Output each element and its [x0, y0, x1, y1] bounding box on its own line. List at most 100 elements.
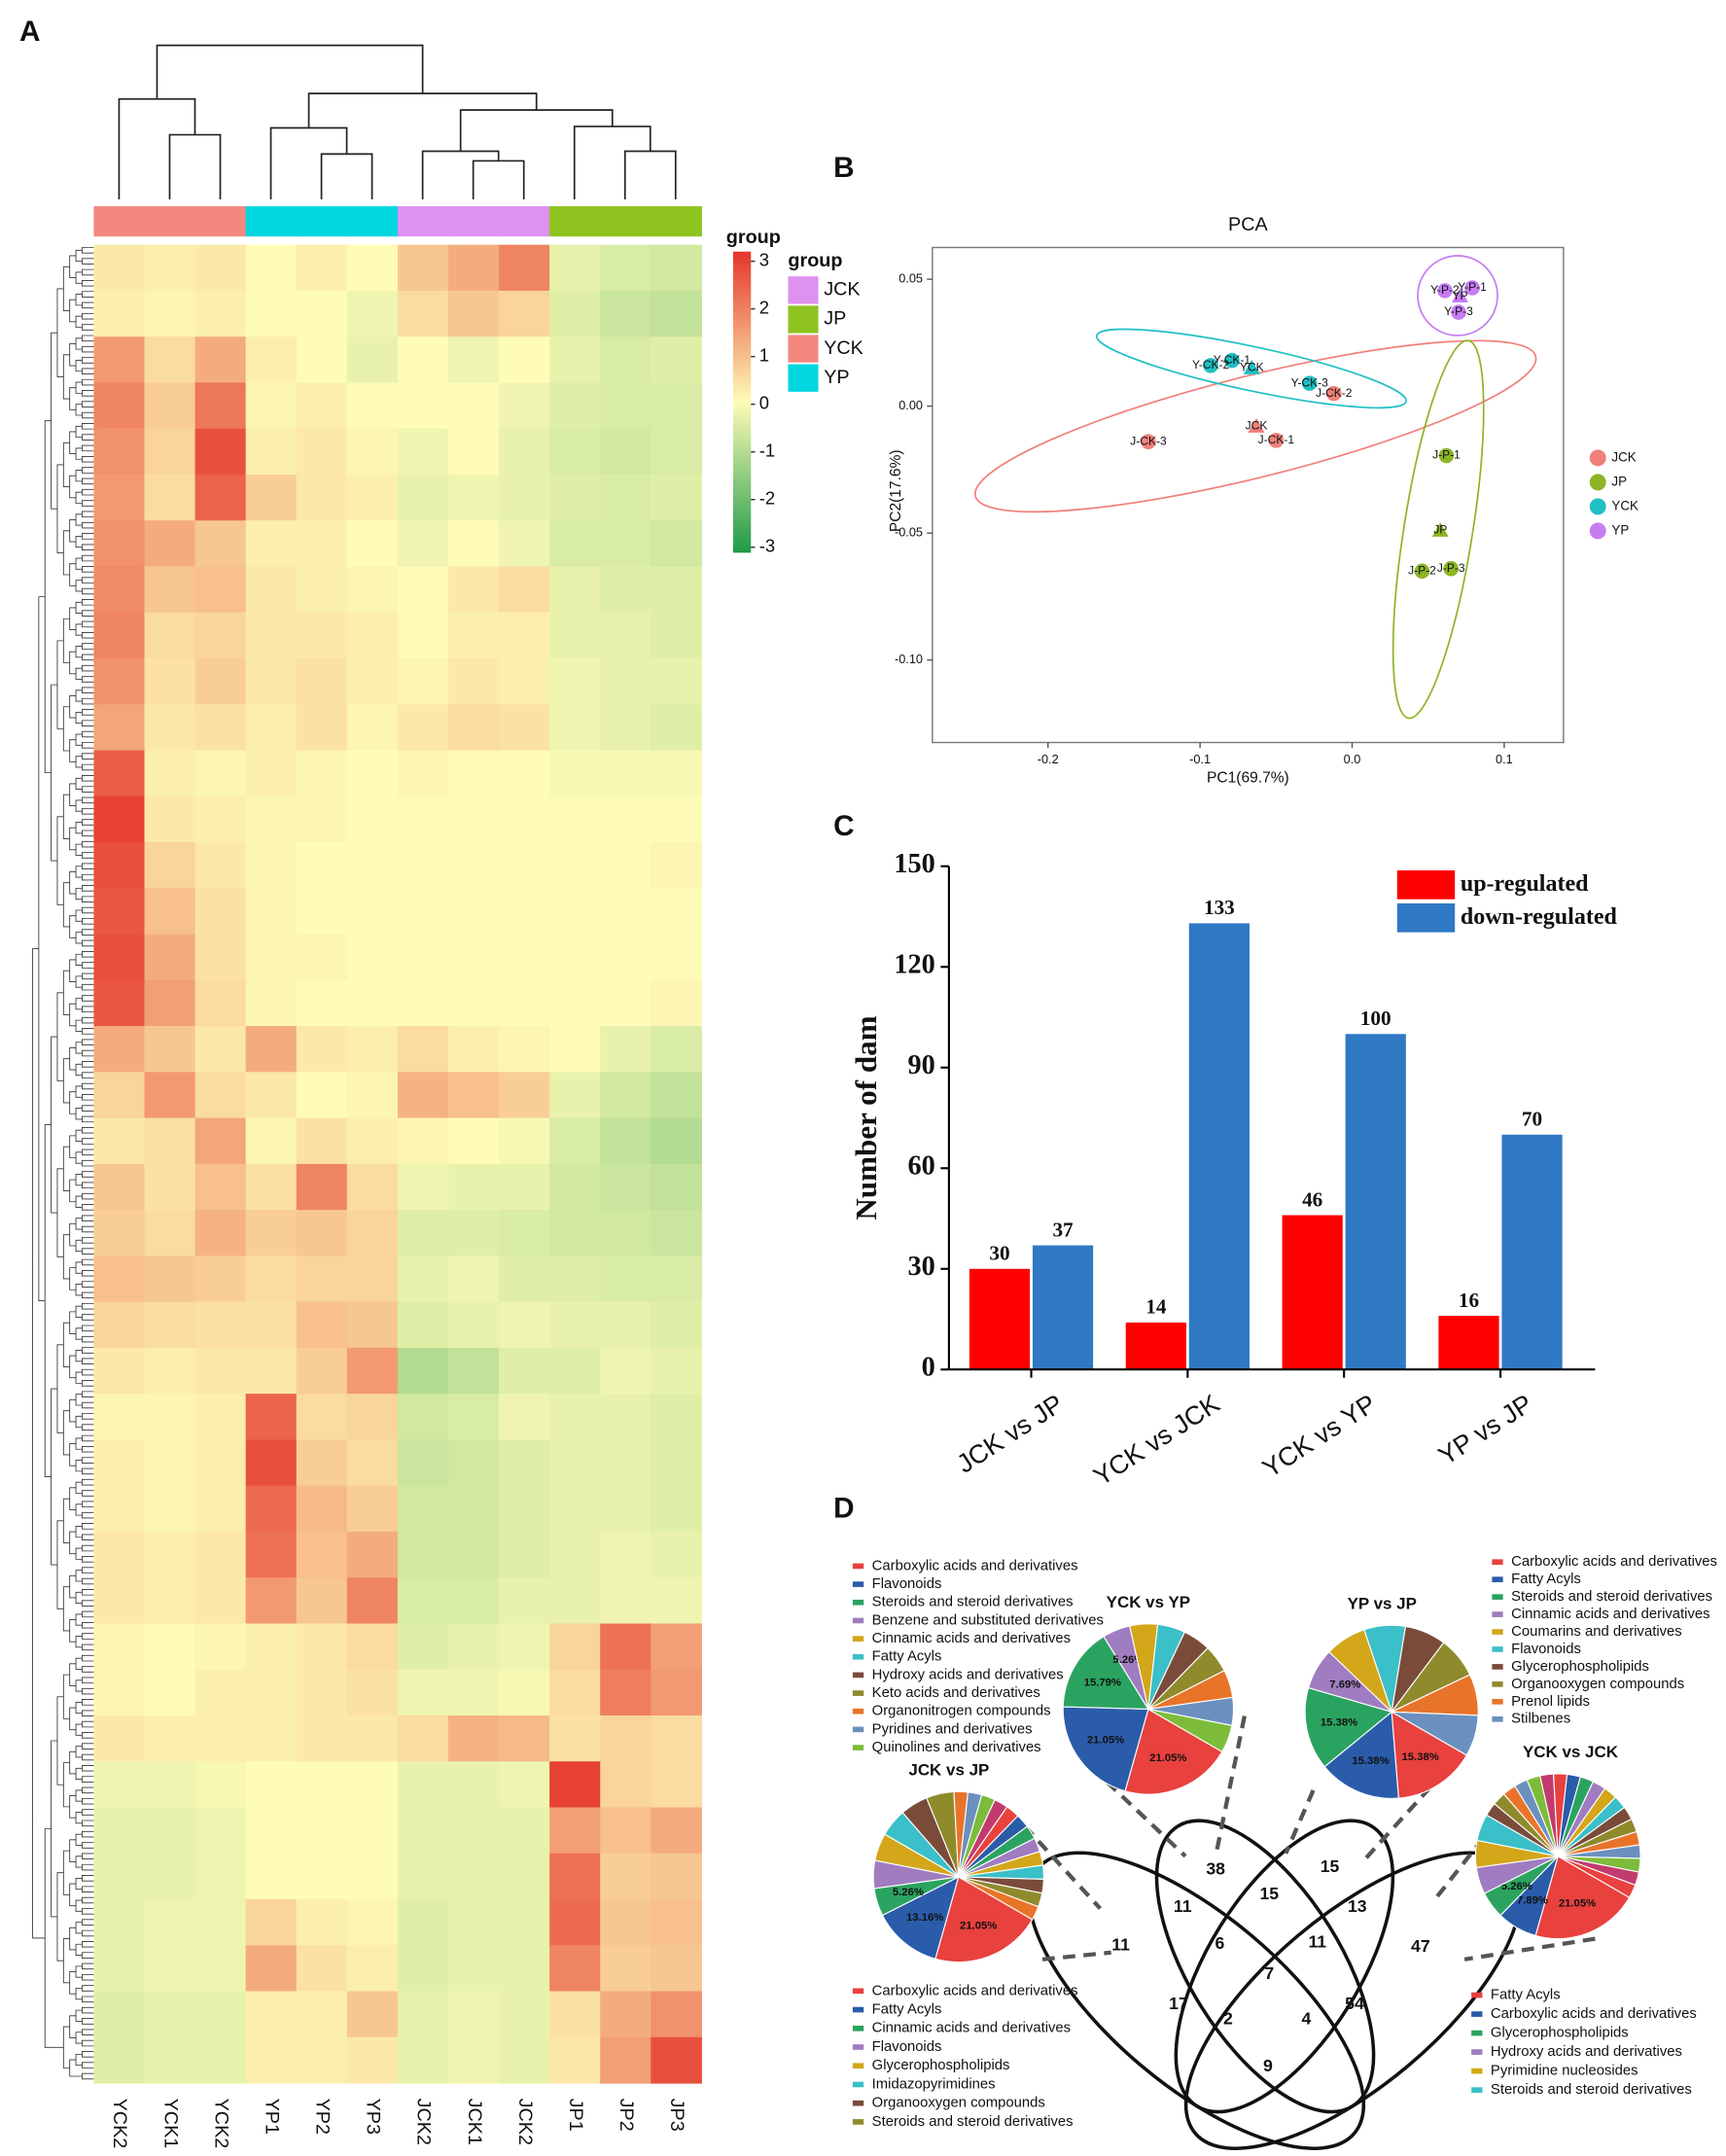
legend-label: YP [1611, 522, 1629, 537]
legend-swatch [852, 2025, 864, 2032]
heatmap-cell [447, 1945, 500, 1993]
point-label: Y-CK-1 [1214, 353, 1251, 367]
heatmap-cell [144, 1761, 196, 1809]
heatmap-cell [549, 795, 601, 843]
heatmap-cell [397, 612, 449, 659]
legend-label: Fatty Acyls [872, 2001, 942, 2017]
heatmap-cell [93, 1945, 146, 1993]
heatmap-cell [144, 979, 196, 1027]
colorbar-tick-label: 2 [759, 298, 769, 318]
heatmap-cell [499, 1991, 550, 2038]
heatmap-cell [397, 1761, 449, 1809]
pie-slice [881, 1875, 960, 1961]
heatmap-cell [93, 1347, 146, 1395]
value-label: 37 [1052, 1218, 1074, 1241]
legend-label: down-regulated [1461, 904, 1618, 930]
heatmap-cell [600, 1255, 652, 1303]
heatmap-cell [194, 658, 247, 705]
heatmap-cell [93, 1072, 146, 1119]
heatmap-cell [194, 1210, 247, 1256]
heatmap-cell [549, 658, 601, 705]
heatmap-cell [194, 474, 247, 521]
heatmap-cell [397, 1623, 449, 1671]
heatmap-cell [600, 1577, 652, 1625]
heatmap-cell [93, 1485, 146, 1533]
heatmap-cell [447, 658, 500, 705]
heatmap-cell [397, 1163, 449, 1211]
heatmap-cell [93, 382, 146, 430]
heatmap-cell [194, 1026, 247, 1073]
legend-swatch [1471, 2011, 1483, 2017]
heatmap-cell [245, 795, 298, 843]
heatmap-cell [194, 566, 247, 614]
heatmap-cell [346, 1761, 399, 1809]
heatmap-cell [499, 382, 550, 430]
heatmap-cell [346, 290, 399, 337]
legend-label: YP [824, 367, 849, 388]
heatmap-cell [346, 336, 399, 384]
heatmap-cell [194, 428, 247, 476]
pie-slice [958, 1876, 1039, 1921]
heatmap-cell [296, 1117, 348, 1165]
legend-label: JCK [1611, 449, 1636, 464]
colorbar [732, 251, 752, 553]
heatmap-cell [144, 1853, 196, 1900]
heatmap-cell [499, 1117, 550, 1165]
pie-title: JCK vs JP [908, 1761, 989, 1780]
heatmap-cell [651, 428, 702, 476]
heatmap-cell [194, 1714, 247, 1762]
heatmap-cell [397, 1072, 449, 1119]
legend-label: Cinnamic acids and derivatives [1511, 1607, 1709, 1622]
heatmap-cell [346, 1117, 399, 1165]
heatmap-cell [93, 1669, 146, 1716]
heatmap-cell [93, 1439, 146, 1487]
heatmap-cell [346, 1026, 399, 1073]
point [1224, 352, 1240, 369]
point [1325, 385, 1342, 402]
legend-swatch [852, 2006, 864, 2013]
legend-swatch [852, 1581, 864, 1587]
heatmap-cell [600, 1714, 652, 1762]
heatmap-cell [447, 888, 500, 936]
column-label: JCK1 [464, 2099, 485, 2145]
heatmap-cell [93, 1623, 146, 1671]
legend-label: Hydroxy acids and derivatives [872, 1667, 1064, 1682]
heatmap-cell [93, 658, 146, 705]
slice-label: 21.05% [1149, 1752, 1186, 1764]
bar [1282, 1215, 1343, 1370]
heatmap-cell [600, 795, 652, 843]
venn-count: 15 [1259, 1884, 1279, 1903]
heatmap-cell [296, 520, 348, 568]
heatmap-cell [499, 750, 550, 797]
heatmap-cell [600, 750, 652, 797]
heatmap-cell [144, 1807, 196, 1855]
heatmap-cell [194, 382, 247, 430]
point [1438, 447, 1455, 464]
legend-swatch [852, 1726, 864, 1733]
bar [1438, 1316, 1499, 1370]
heatmap-cell [296, 658, 348, 705]
heatmap-cell [346, 1394, 399, 1440]
y-tick-label: 90 [907, 1050, 934, 1080]
legend-label: Coumarins and derivatives [1511, 1624, 1682, 1640]
heatmap-cell [296, 1714, 348, 1762]
heatmap-cell [397, 750, 449, 797]
heatmap-cell [144, 750, 196, 797]
heatmap-cell [144, 888, 196, 936]
heatmap-cell [397, 1899, 449, 1946]
heatmap-cell [245, 1945, 298, 1993]
heatmap-cell [447, 1163, 500, 1211]
heatmap-cell [144, 1210, 196, 1256]
slice-label: 21.05% [1087, 1735, 1124, 1747]
heatmap-cell [600, 290, 652, 337]
heatmap-cell [549, 1026, 601, 1073]
point-label: JP [1433, 523, 1447, 537]
heatmap-cell [397, 1669, 449, 1716]
heatmap-cell [93, 1714, 146, 1762]
heatmap-cell [296, 842, 348, 889]
point [1464, 280, 1480, 296]
heatmap-cell [194, 1853, 247, 1900]
heatmap-cell [447, 474, 500, 521]
heatmap-cell [296, 1577, 348, 1625]
column-label: JP2 [616, 2099, 637, 2132]
